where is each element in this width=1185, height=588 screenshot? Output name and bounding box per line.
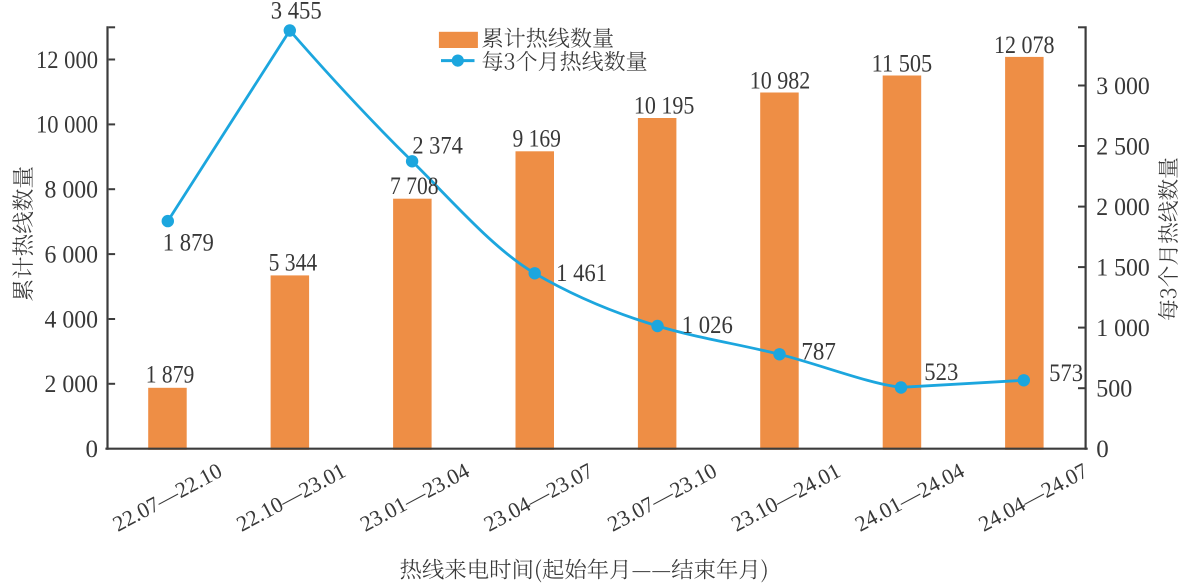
svg-text:3 455: 3 455 <box>271 0 322 25</box>
svg-text:2 500: 2 500 <box>1096 133 1150 160</box>
svg-text:3 000: 3 000 <box>1096 73 1150 100</box>
svg-text:10 195: 10 195 <box>634 93 695 120</box>
svg-text:2 000: 2 000 <box>45 371 99 398</box>
svg-text:8 000: 8 000 <box>45 177 99 204</box>
svg-text:1 500: 1 500 <box>1096 254 1150 281</box>
svg-text:573: 573 <box>1049 360 1083 387</box>
svg-text:2 000: 2 000 <box>1096 194 1150 221</box>
svg-text:12 078: 12 078 <box>994 32 1055 59</box>
svg-text:787: 787 <box>801 339 836 366</box>
svg-text:1 879: 1 879 <box>163 230 214 257</box>
svg-text:0: 0 <box>86 436 99 463</box>
svg-text:6 000: 6 000 <box>45 241 99 268</box>
svg-text:523: 523 <box>924 359 958 386</box>
svg-text:12 000: 12 000 <box>36 47 98 74</box>
svg-text:4 000: 4 000 <box>45 306 99 333</box>
svg-text:2 374: 2 374 <box>412 133 463 160</box>
svg-text:7 708: 7 708 <box>390 173 439 200</box>
svg-text:10 982: 10 982 <box>750 67 811 94</box>
svg-text:1 000: 1 000 <box>1096 315 1150 342</box>
svg-text:1 879: 1 879 <box>146 362 195 389</box>
svg-text:500: 500 <box>1096 376 1132 403</box>
svg-text:10 000: 10 000 <box>36 112 98 139</box>
svg-text:5 344: 5 344 <box>269 249 318 276</box>
svg-text:9 169: 9 169 <box>512 126 561 153</box>
svg-text:1 461: 1 461 <box>556 260 607 287</box>
svg-text:1 026: 1 026 <box>682 312 733 339</box>
svg-text:11 505: 11 505 <box>872 51 933 78</box>
svg-text:0: 0 <box>1096 436 1109 463</box>
